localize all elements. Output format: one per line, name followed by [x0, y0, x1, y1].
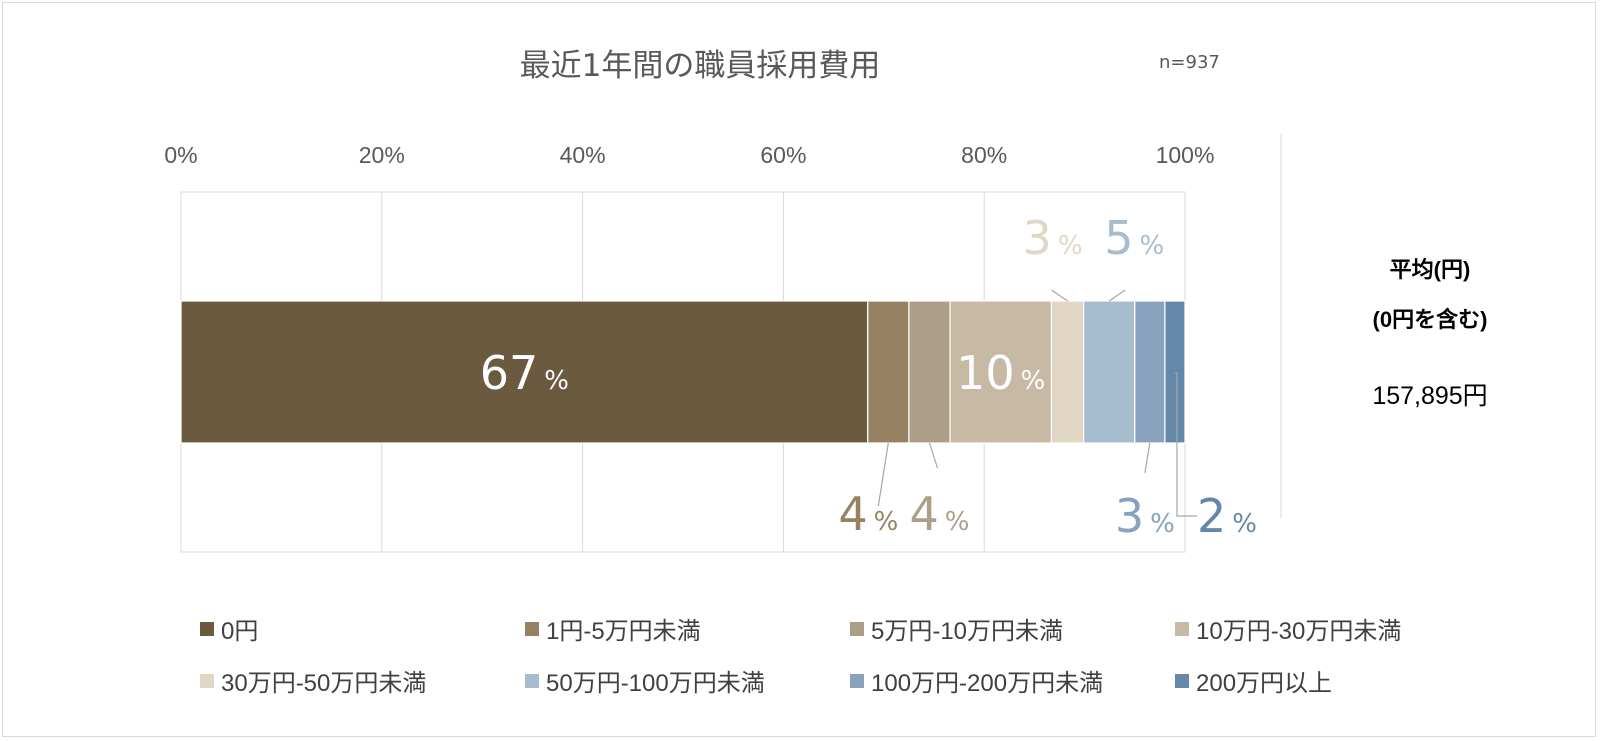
bar-segment	[908, 300, 951, 444]
legend-item: 1円-5万円未満	[525, 611, 701, 646]
legend-label: 200万円以上	[1196, 670, 1333, 697]
average-subtitle: (0円を含む)	[1372, 307, 1488, 332]
legend-label: 30万円-50万円未満	[221, 670, 427, 697]
legend-item: 200万円以上	[1175, 663, 1332, 698]
legend-swatch	[1175, 621, 1189, 636]
bar-segment	[180, 300, 869, 444]
legend-item: 5万円-10万円未満	[850, 611, 1063, 646]
leader-line	[1174, 372, 1197, 517]
data-label: 3%	[1115, 489, 1175, 543]
x-tick-label: 40%	[560, 142, 606, 168]
legend-swatch	[850, 673, 864, 688]
legend-swatch	[525, 673, 539, 688]
leader-line	[1108, 289, 1126, 302]
average-title: 平均(円)	[1389, 257, 1471, 282]
data-label: 4%	[909, 487, 969, 541]
legend-swatch	[200, 621, 214, 636]
bar-segment	[867, 300, 910, 444]
leader-line	[1051, 289, 1068, 302]
bar-segment	[1134, 300, 1166, 444]
legend-label: 10万円-30万円未満	[1196, 618, 1402, 645]
chart-title: 最近1年間の職員採用費用	[519, 48, 881, 84]
x-tick-label: 80%	[961, 142, 1007, 168]
legend-item: 50万円-100万円未満	[525, 663, 765, 698]
legend-label: 1円-5万円未満	[546, 618, 701, 645]
legend-label: 5万円-10万円未満	[871, 618, 1064, 645]
x-tick-label: 100%	[1156, 142, 1215, 168]
legend-label: 100万円-200万円未満	[871, 670, 1104, 697]
bar-segment	[1164, 300, 1186, 444]
legend-item: 100万円-200万円未満	[850, 663, 1103, 698]
average-value: 157,895円	[1372, 382, 1488, 410]
legend-item: 0円	[200, 611, 258, 646]
data-label: 5%	[1104, 211, 1164, 265]
legend-item: 30万円-50万円未満	[200, 663, 426, 698]
data-label: 4%	[838, 487, 898, 541]
leader-line	[928, 442, 939, 469]
legend-item: 10万円-30万円未満	[1175, 611, 1401, 646]
sample-size-label: n=937	[1159, 52, 1220, 73]
legend-label: 0円	[221, 618, 259, 645]
bar-segment	[1082, 300, 1136, 444]
data-label: 2%	[1197, 489, 1257, 543]
data-label: 10%	[956, 346, 1045, 400]
data-label: 3%	[1023, 211, 1083, 265]
legend-swatch	[1175, 673, 1189, 688]
leader-line	[877, 442, 889, 507]
bar-segment	[1050, 300, 1085, 444]
x-tick-label: 60%	[760, 142, 806, 168]
legend-swatch	[850, 621, 864, 636]
legend-swatch	[200, 673, 214, 688]
legend-swatch	[525, 621, 539, 636]
x-tick-label: 20%	[359, 142, 405, 168]
data-label: 67%	[480, 346, 569, 400]
x-tick-label: 0%	[164, 142, 197, 168]
legend-label: 50万円-100万円未満	[546, 670, 765, 697]
leader-line	[1144, 442, 1151, 474]
